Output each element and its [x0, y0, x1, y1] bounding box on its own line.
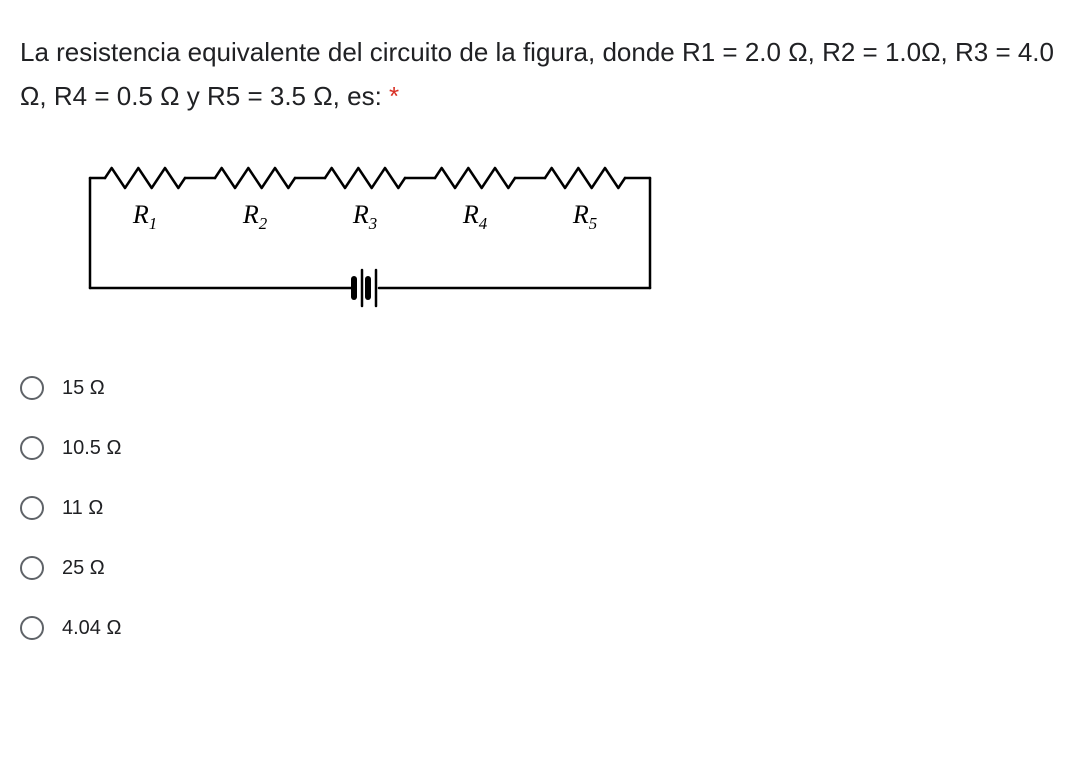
option-row[interactable]: 11 Ω [20, 478, 1056, 538]
radio-icon [20, 616, 44, 640]
option-row[interactable]: 4.04 Ω [20, 598, 1056, 658]
option-label: 10.5 Ω [62, 437, 121, 460]
circuit-diagram: R1 R2 R3 R4 R5 [70, 148, 1056, 328]
svg-text:R5: R5 [572, 200, 597, 233]
option-label: 4.04 Ω [62, 617, 121, 640]
svg-text:R1: R1 [132, 200, 157, 233]
svg-text:R4: R4 [462, 200, 488, 233]
option-row[interactable]: 25 Ω [20, 538, 1056, 598]
radio-icon [20, 376, 44, 400]
option-label: 15 Ω [62, 377, 105, 400]
option-label: 11 Ω [62, 497, 103, 520]
option-row[interactable]: 10.5 Ω [20, 418, 1056, 478]
svg-text:R3: R3 [352, 200, 377, 233]
question-text: La resistencia equivalente del circuito … [20, 30, 1056, 118]
svg-text:R2: R2 [242, 200, 268, 233]
radio-icon [20, 556, 44, 580]
option-row[interactable]: 15 Ω [20, 358, 1056, 418]
option-label: 25 Ω [62, 557, 105, 580]
radio-icon [20, 496, 44, 520]
required-marker: * [389, 81, 399, 111]
circuit-svg: R1 R2 R3 R4 R5 [70, 158, 660, 318]
options-group: 15 Ω 10.5 Ω 11 Ω 25 Ω 4.04 Ω [20, 358, 1056, 658]
radio-icon [20, 436, 44, 460]
question-body: La resistencia equivalente del circuito … [20, 37, 1054, 111]
